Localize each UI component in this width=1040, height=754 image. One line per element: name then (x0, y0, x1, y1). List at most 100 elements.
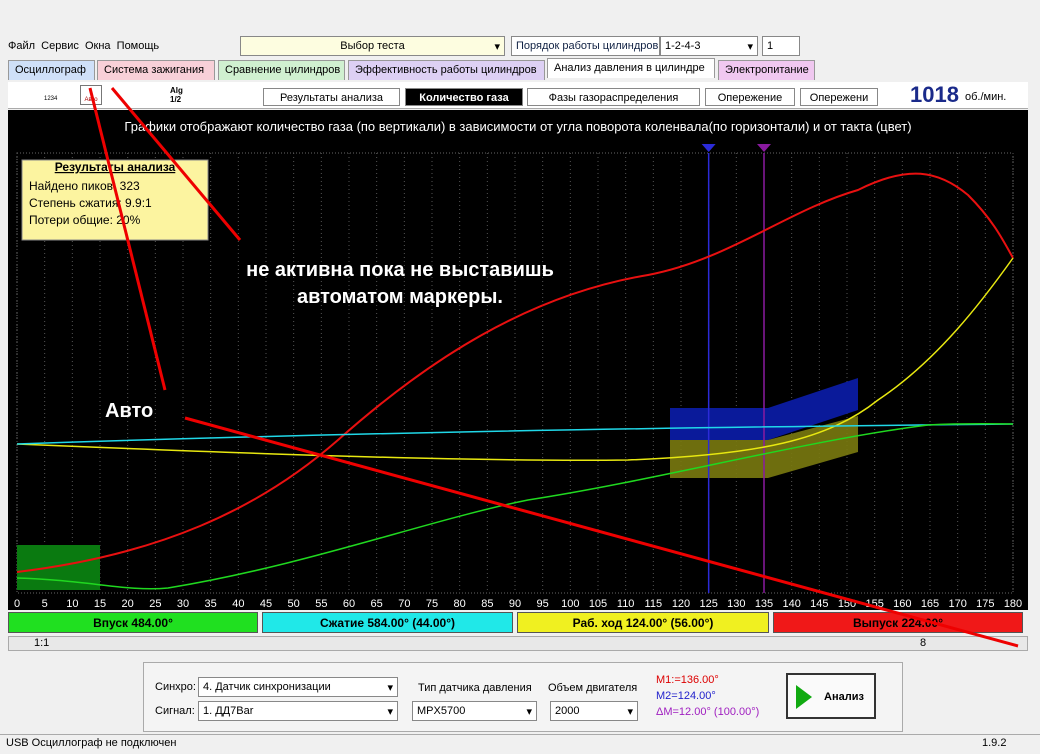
x-tick-label: 5 (42, 598, 48, 610)
x-tick-label: 30 (177, 598, 189, 610)
combo-text: Выбор теста (340, 40, 405, 52)
signal-combo[interactable]: 1. ДД7Bar ▾ (198, 701, 398, 721)
zoom-label: 1:1 (34, 637, 50, 649)
play-icon (796, 685, 812, 709)
spin-text: 1 (767, 40, 774, 52)
x-tick-label: 145 (810, 598, 828, 610)
x-tick-label: 140 (782, 598, 800, 610)
x-tick-label: 80 (454, 598, 466, 610)
menu-item[interactable]: Сервис (41, 40, 79, 52)
x-tick-label: 170 (948, 598, 966, 610)
rpm-unit: об./мин. (965, 91, 1007, 103)
tab[interactable]: Система зажигания (97, 60, 215, 80)
menu-bar: Файл Сервис Окна Помощь (8, 40, 159, 52)
subtab[interactable]: Опережени (800, 88, 878, 106)
x-tick-label: 60 (343, 598, 355, 610)
marker-info: M1:=136.00° (656, 674, 719, 686)
page-number: 8 (920, 637, 927, 649)
label: Тип датчика давления (418, 682, 532, 694)
x-tick-label: 160 (893, 598, 911, 610)
tab[interactable]: Сравнение цилиндров (218, 60, 345, 80)
results-line: Найдено пиков: 323 (29, 179, 140, 193)
status-message: USB Осциллограф не подключен (6, 737, 177, 749)
x-tick-label: 50 (288, 598, 300, 610)
x-tick-label: 35 (205, 598, 217, 610)
icon-label: 1/2 (170, 95, 182, 104)
x-tick-label: 120 (672, 598, 690, 610)
order-combo[interactable]: 1-2-4-3 ▾ (660, 36, 758, 56)
analyze-button[interactable]: Анализ (786, 673, 876, 719)
x-tick-label: 165 (921, 598, 939, 610)
test-combo[interactable]: Выбор теста ▾ (240, 36, 505, 56)
results-line: Потери общие: 20% (29, 213, 141, 227)
x-tick-label: 125 (699, 598, 717, 610)
x-tick-label: 90 (509, 598, 521, 610)
x-tick-label: 55 (315, 598, 327, 610)
icon-label: Авто (84, 97, 98, 103)
annotation: не активна пока не выставишь (246, 259, 554, 281)
rpm-value: 1018 (910, 82, 959, 107)
annotation: автоматом маркеры. (297, 286, 503, 308)
tab[interactable]: Электропитание (718, 60, 815, 80)
x-tick-label: 95 (537, 598, 549, 610)
x-tick-label: 65 (371, 598, 383, 610)
menu-item[interactable]: Файл (8, 40, 36, 52)
phase-bar[interactable]: Выпуск 224.00° (773, 612, 1023, 633)
status-bar (0, 734, 1040, 754)
marker-info: M2=124.00° (656, 690, 716, 702)
x-tick-label: 45 (260, 598, 272, 610)
x-tick-label: 25 (149, 598, 161, 610)
x-tick-label: 100 (561, 598, 579, 610)
subtab[interactable]: Опережение (705, 88, 795, 106)
tab[interactable]: Эффективность работы цилиндров (348, 60, 545, 80)
phase-bar[interactable]: Впуск 484.00° (8, 612, 258, 633)
scroll-row (8, 636, 1028, 651)
tab-active[interactable]: Анализ давления в цилиндре (547, 58, 715, 78)
x-tick-label: 155 (865, 598, 883, 610)
x-tick-label: 150 (838, 598, 856, 610)
combo-text: 2000 (555, 705, 580, 717)
combo-text: 1. ДД7Bar (203, 705, 254, 717)
auto-label: Авто (105, 400, 153, 422)
x-tick-label: 130 (727, 598, 745, 610)
marker-handle (757, 144, 771, 152)
label: Объем двигателя (548, 682, 638, 694)
version: 1.9.2 (982, 737, 1007, 749)
combo-text: 1-2-4-3 (665, 40, 701, 52)
x-tick-label: 20 (122, 598, 134, 610)
subtab-active[interactable]: Количество газа (405, 88, 523, 106)
subtab[interactable]: Фазы газораспределения (527, 88, 700, 106)
menu-item[interactable]: Окна (84, 40, 111, 52)
x-tick-label: 10 (66, 598, 78, 610)
x-tick-label: 75 (426, 598, 438, 610)
volume-combo[interactable]: 2000 ▾ (550, 701, 638, 721)
combo-text: 4. Датчик синхронизации (203, 681, 331, 693)
auto-button[interactable]: Авто (80, 85, 102, 105)
phase-bar[interactable]: Раб. ход 124.00° (56.00°) (517, 612, 769, 633)
x-tick-label: 110 (617, 598, 635, 610)
menu-item[interactable]: Помощь (116, 40, 160, 52)
label: Порядок работы цилиндров (511, 36, 660, 56)
label: Синхро: (155, 681, 196, 693)
marker-handle (701, 144, 716, 152)
chart: Графики отображают количество газа (по в… (8, 110, 1028, 610)
sync-combo[interactable]: 4. Датчик синхронизации ▾ (198, 677, 398, 697)
x-tick-label: 115 (645, 598, 663, 610)
subtab[interactable]: Результаты анализа (263, 88, 400, 106)
x-tick-label: 105 (589, 598, 607, 610)
results-line: Степень сжатия: 9.9:1 (29, 196, 152, 210)
tab[interactable]: Осциллограф (8, 60, 95, 80)
spin-box[interactable]: 1 (762, 36, 800, 56)
x-tick-label: 180 (1004, 598, 1022, 610)
x-tick-label: 85 (481, 598, 493, 610)
sensor-combo[interactable]: MPX5700 ▾ (412, 701, 537, 721)
x-tick-label: 175 (976, 598, 994, 610)
icon-label: Alg (170, 86, 183, 95)
phase-bar[interactable]: Сжатие 584.00° (44.00°) (262, 612, 513, 633)
x-tick-label: 40 (232, 598, 244, 610)
chart-title: Графики отображают количество газа (по в… (124, 119, 911, 134)
icon-label: 1234 (44, 96, 58, 102)
button-text: Анализ (824, 691, 864, 703)
x-tick-label: 135 (755, 598, 773, 610)
